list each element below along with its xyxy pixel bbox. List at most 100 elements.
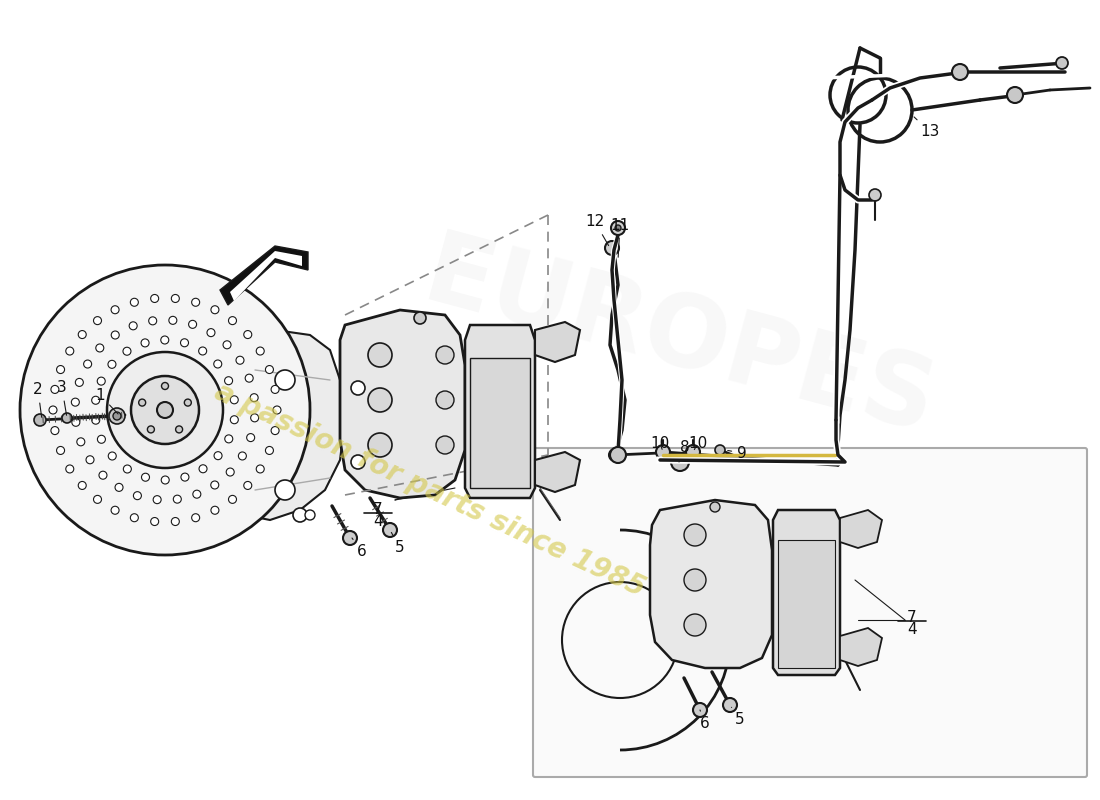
Circle shape: [130, 514, 139, 522]
Circle shape: [251, 414, 258, 422]
Circle shape: [108, 452, 117, 460]
Circle shape: [368, 433, 392, 457]
Circle shape: [275, 480, 295, 500]
Text: 4: 4: [373, 514, 383, 530]
Circle shape: [224, 435, 233, 443]
Circle shape: [72, 398, 79, 406]
Circle shape: [199, 347, 207, 355]
Circle shape: [191, 298, 200, 306]
Circle shape: [78, 330, 86, 338]
Polygon shape: [650, 500, 772, 668]
Circle shape: [98, 435, 106, 443]
Text: 2: 2: [33, 382, 43, 418]
Circle shape: [368, 388, 392, 412]
Circle shape: [72, 418, 80, 426]
Circle shape: [176, 426, 183, 433]
Circle shape: [51, 386, 59, 394]
Circle shape: [605, 241, 619, 255]
Circle shape: [123, 465, 131, 473]
Circle shape: [351, 381, 365, 395]
Circle shape: [133, 492, 142, 500]
Circle shape: [188, 320, 197, 328]
Circle shape: [20, 265, 310, 555]
Circle shape: [78, 482, 86, 490]
Circle shape: [116, 483, 123, 491]
Circle shape: [86, 456, 94, 464]
Circle shape: [256, 465, 264, 473]
Circle shape: [436, 346, 454, 364]
Circle shape: [343, 531, 358, 545]
Circle shape: [109, 408, 125, 424]
Circle shape: [66, 347, 74, 355]
Polygon shape: [220, 246, 308, 305]
Circle shape: [265, 366, 274, 374]
Circle shape: [157, 402, 173, 418]
Polygon shape: [773, 510, 840, 675]
Text: 12: 12: [585, 214, 608, 246]
Circle shape: [615, 225, 622, 231]
Text: 11: 11: [610, 218, 629, 258]
Circle shape: [185, 399, 191, 406]
Circle shape: [91, 396, 100, 404]
Polygon shape: [470, 358, 530, 488]
Circle shape: [436, 391, 454, 409]
Circle shape: [180, 473, 189, 481]
Text: 8: 8: [679, 439, 690, 462]
Circle shape: [131, 376, 199, 444]
Circle shape: [686, 445, 700, 459]
Circle shape: [111, 306, 119, 314]
Circle shape: [162, 476, 169, 484]
Circle shape: [172, 518, 179, 526]
Circle shape: [684, 569, 706, 591]
Circle shape: [684, 524, 706, 546]
Circle shape: [108, 360, 115, 368]
Circle shape: [1006, 87, 1023, 103]
Text: 1: 1: [96, 387, 118, 414]
Circle shape: [230, 416, 239, 424]
Circle shape: [191, 514, 200, 522]
Circle shape: [62, 413, 72, 423]
Polygon shape: [535, 452, 580, 492]
Circle shape: [34, 414, 46, 426]
Circle shape: [207, 329, 215, 337]
Circle shape: [130, 298, 139, 306]
Circle shape: [123, 347, 131, 355]
Circle shape: [56, 446, 65, 454]
Text: 5: 5: [392, 533, 405, 555]
Circle shape: [223, 341, 231, 349]
Circle shape: [96, 344, 103, 352]
Circle shape: [684, 614, 706, 636]
Circle shape: [293, 508, 307, 522]
Circle shape: [368, 343, 392, 367]
Text: 6: 6: [700, 710, 710, 731]
Circle shape: [84, 360, 91, 368]
Circle shape: [75, 378, 84, 386]
Circle shape: [351, 455, 365, 469]
Circle shape: [97, 377, 106, 385]
Circle shape: [142, 474, 150, 482]
Circle shape: [244, 482, 252, 490]
Circle shape: [172, 294, 179, 302]
Circle shape: [671, 453, 689, 471]
Polygon shape: [230, 251, 302, 301]
Text: 13: 13: [914, 117, 939, 139]
Circle shape: [180, 338, 188, 346]
Circle shape: [111, 331, 119, 339]
Circle shape: [107, 352, 223, 468]
Circle shape: [139, 399, 145, 406]
Circle shape: [161, 336, 168, 344]
Circle shape: [715, 445, 725, 455]
Circle shape: [162, 382, 168, 390]
Circle shape: [141, 339, 150, 347]
Circle shape: [111, 506, 119, 514]
Circle shape: [77, 438, 85, 446]
Circle shape: [151, 518, 158, 526]
Polygon shape: [840, 628, 882, 666]
Circle shape: [147, 426, 154, 433]
Circle shape: [305, 510, 315, 520]
Text: 3: 3: [57, 381, 67, 415]
Circle shape: [245, 374, 253, 382]
Circle shape: [151, 294, 158, 302]
Circle shape: [1056, 57, 1068, 69]
Circle shape: [271, 426, 279, 434]
